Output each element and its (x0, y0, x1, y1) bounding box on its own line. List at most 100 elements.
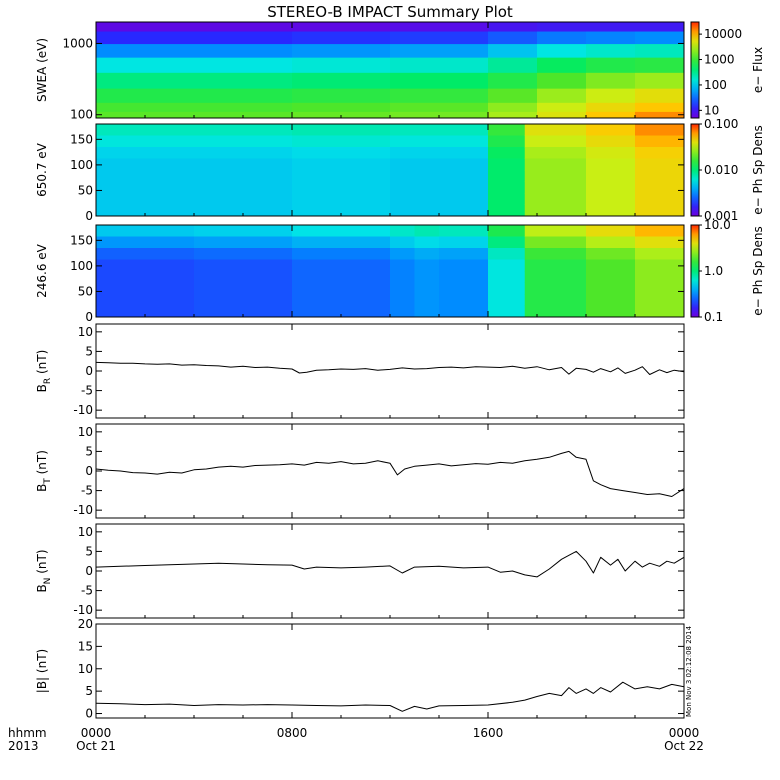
panel-pad_246-cell (488, 294, 526, 306)
panel-swea-cell (537, 88, 587, 104)
panel-pad_650-cell (194, 181, 293, 194)
panel-pad_650-cell (194, 147, 293, 159)
panel-pad_246-cell (586, 294, 636, 306)
panel-bt: -10 -5 0 5 10 BT (nT) (35, 423, 685, 519)
panel-pad_246-cell (292, 282, 391, 295)
year-label: 2013 (8, 739, 39, 753)
panel-swea-cell (635, 72, 685, 90)
panel-swea-cell (586, 57, 636, 74)
panel-swea-cell (194, 22, 293, 33)
panel-pad_650-cell (635, 204, 685, 217)
panel-pad_246-cell (292, 294, 391, 306)
panel-swea-cell (537, 22, 587, 33)
panel-pad_650-cell (194, 193, 293, 205)
panel-pad_246-cell (488, 305, 526, 318)
panel-pad_650-ytick-label: 0 (85, 209, 93, 223)
panel-pad_246-cell (439, 305, 489, 318)
panel-pad_246-cell (390, 294, 415, 306)
panel-bmag-ytick-label: 15 (78, 639, 93, 653)
panel-swea-cell (537, 102, 587, 113)
panel-pad_650-cell (96, 158, 195, 171)
panel-pad_246-cell (292, 225, 391, 237)
panel-pad_246-cell (390, 271, 415, 283)
panel-pad_650-cell (390, 124, 489, 136)
panel-pad_650-cell (586, 124, 636, 136)
panel-pad_650-cell (194, 158, 293, 171)
panel-swea-cell (488, 22, 538, 33)
panel-pad_246-cell (439, 282, 489, 295)
panel-pad_650-cell (96, 181, 195, 194)
panel-pad_650-cell (586, 193, 636, 205)
panel-bt-ylabel-sub: T (43, 478, 53, 485)
panel-pad_246-cell (635, 305, 685, 318)
panel-swea-cell (488, 111, 538, 119)
colorbar-swea: 10 100 1000 10000 e− Flux (690, 21, 765, 119)
panel-pad_650-cell (390, 147, 489, 159)
panel-swea-cell (488, 57, 538, 74)
panel-pad_246-cell (524, 305, 587, 318)
panel-swea-cell (292, 72, 391, 90)
panel-swea-cell (586, 44, 636, 59)
colorbar-pad_246-tick-label: 1.0 (704, 264, 723, 278)
colorbar-pad_246-bar (690, 224, 700, 318)
colorbar-pad_650-label: e− Ph Sp Dens (751, 125, 765, 214)
colorbar-swea-tick-label: 1000 (704, 53, 735, 67)
panel-bn-ytick-label: -10 (73, 603, 93, 617)
panel-pad_650-cell (586, 181, 636, 194)
panel-pad_246-cell (96, 271, 195, 283)
panel-swea-cell (96, 88, 195, 104)
colorbar-pad_650-tick-label: 0.100 (704, 117, 738, 131)
panel-pad_246-cell (488, 236, 526, 249)
plot-title: STEREO-B IMPACT Summary Plot (267, 3, 513, 21)
panel-pad_650-cell (292, 124, 391, 136)
panel-bt-series-line (95, 450, 685, 497)
panel-pad_650-cell (524, 170, 587, 182)
panel-pad_650-cell (488, 170, 526, 182)
panel-pad_246-cell (635, 271, 685, 283)
panel-pad_246-ytick-label: 50 (78, 284, 93, 298)
panel-pad_246-cell (194, 225, 293, 237)
panel-bt-ytick-label: 5 (85, 444, 93, 458)
panel-pad_650-ytick-label: 50 (78, 183, 93, 197)
timestamp-stamp: Mon Nov 3 02:12:08 2014 (685, 625, 693, 717)
panel-pad_650-cell (488, 147, 526, 159)
panel-swea-cell (390, 102, 489, 113)
panel-pad_246-cell (292, 259, 391, 272)
panel-pad_246-cell (96, 248, 195, 260)
panel-swea-cell (292, 44, 391, 59)
panel-pad_246-cell (414, 294, 440, 306)
panel-swea-cell (488, 44, 538, 59)
panel-swea-cell (586, 72, 636, 90)
colorbar-pad_650-tick-label: 0.010 (704, 163, 738, 177)
colorbar-swea-tick-label: 100 (704, 78, 727, 92)
panel-swea-cell (390, 22, 489, 33)
panel-pad_246-cell (586, 305, 636, 318)
panel-pad_650-cell (635, 158, 685, 171)
panel-br-series-line (95, 361, 685, 375)
panel-pad_246-cell (292, 248, 391, 260)
panel-pad_650-cell (96, 147, 195, 159)
panel-pad_650-cell (292, 193, 391, 205)
panel-pad_246-cell (96, 236, 195, 249)
panel-pad_650-cell (524, 204, 587, 217)
panel-swea-cell (537, 57, 587, 74)
colorbar-pad_246-tick-label: 0.1 (704, 310, 723, 324)
panel-bt-ylabel-main: B (35, 484, 49, 492)
time-format-label: hhmm (8, 726, 47, 740)
panel-pad_650-ytick-label: 100 (70, 158, 93, 172)
panel-pad_650-cell (194, 170, 293, 182)
panel-pad_246-cell (390, 305, 415, 318)
panel-pad_246-cell (524, 248, 587, 260)
panel-pad_650-cell (635, 193, 685, 205)
panel-swea-cell (96, 102, 195, 113)
panel-swea-ylabel: SWEA (eV) (35, 38, 49, 102)
panel-pad_246-cell (390, 236, 415, 249)
panel-swea-cell (488, 31, 538, 45)
panel-bmag-ytick-label: 10 (78, 662, 93, 676)
colorbar-pad_650-bar (690, 123, 700, 217)
panel-pad_650-ytick-label: 150 (70, 132, 93, 146)
panel-pad_246-cell (524, 271, 587, 283)
panel-pad_650-cell (635, 181, 685, 194)
panel-pad_246-ytick-label: 150 (70, 233, 93, 247)
